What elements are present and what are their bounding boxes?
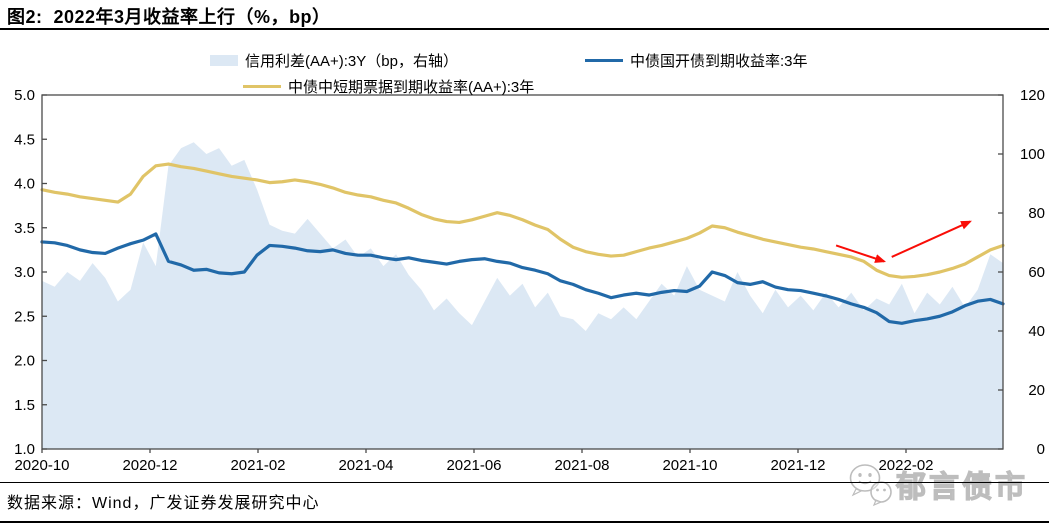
svg-text:2021-10: 2021-10 [662,457,717,474]
legend-label-credit-spread: 信用利差(AA+):3Y（bp，右轴） [245,53,458,70]
svg-text:120: 120 [1020,87,1045,104]
footer-divider [0,482,1049,483]
yellow-line-swatch [243,85,281,88]
trend-arrows [835,220,972,263]
cdb-yield-line [40,232,1005,325]
blue-line-swatch [585,59,623,62]
svg-text:4.5: 4.5 [14,131,35,148]
svg-text:0: 0 [1037,441,1045,458]
svg-text:2021-06: 2021-06 [446,457,501,474]
y-axis-left: 5.0 4.5 4.0 3.5 3.0 2.5 2.0 1.5 1.0 [14,87,47,458]
svg-text:2022-02: 2022-02 [878,457,933,474]
legend-item-mtn-yield: 中债中短期票据到期收益率(AA+):3年 [243,76,534,97]
svg-text:100: 100 [1020,146,1045,163]
credit-spread-area [42,142,1003,449]
svg-text:3.0: 3.0 [14,264,35,281]
legend-item-cdb-yield: 中债国开债到期收益率:3年 [585,50,808,71]
x-axis: 2020-10 2020-12 2021-02 2021-04 2021-06 2021-… [14,449,934,474]
svg-text:2020-10: 2020-10 [14,457,69,474]
legend-label-cdb-yield: 中债国开债到期收益率:3年 [630,53,808,70]
legend-item-credit-spread: 信用利差(AA+):3Y（bp，右轴） [210,50,458,71]
svg-text:2021-12: 2021-12 [770,457,825,474]
svg-text:5.0: 5.0 [14,87,35,104]
svg-text:2021-04: 2021-04 [338,457,393,474]
svg-text:2021-08: 2021-08 [554,457,609,474]
bottom-border [0,521,1049,523]
svg-text:2.5: 2.5 [14,308,35,325]
svg-text:1.5: 1.5 [14,397,35,414]
svg-text:1.0: 1.0 [14,441,35,458]
y-axis-right: 120 100 80 60 40 20 0 [998,87,1045,458]
svg-text:2021-02: 2021-02 [230,457,285,474]
svg-text:60: 60 [1028,264,1045,281]
svg-text:80: 80 [1028,205,1045,222]
svg-text:2020-12: 2020-12 [122,457,177,474]
svg-text:3.5: 3.5 [14,220,35,237]
svg-text:20: 20 [1028,382,1045,399]
mtn-yield-line [40,162,1005,279]
arrow-up-icon [891,220,972,258]
data-source-note: 数据来源：Wind，广发证券发展研究中心 [7,495,320,512]
title-divider [0,28,1049,30]
legend-label-mtn-yield: 中债中短期票据到期收益率(AA+):3年 [288,79,535,96]
svg-text:40: 40 [1028,323,1045,340]
svg-text:4.0: 4.0 [14,176,35,193]
area-swatch [210,55,238,66]
svg-text:2.0: 2.0 [14,353,35,370]
arrow-down-icon [835,244,887,263]
figure-title: 图2: 2022年3月收益率上行（%，bp） [7,7,331,27]
